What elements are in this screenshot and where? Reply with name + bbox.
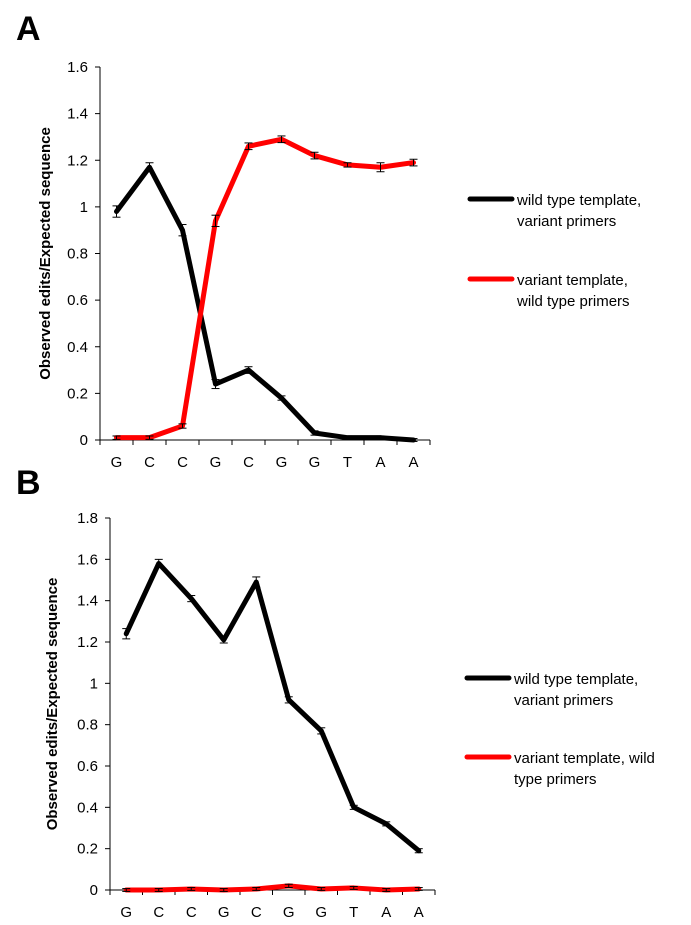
chart-a-series-2-line xyxy=(114,136,416,441)
chart-b-y-tick-label: 1.8 xyxy=(77,510,98,527)
chart-b-legend-label-2: variant template, wild xyxy=(514,750,655,767)
chart-a-legend-label-2: wild type primers xyxy=(516,293,630,310)
chart-b-x-tick-label: G xyxy=(283,904,295,921)
chart-a-y-tick-label: 0.2 xyxy=(67,385,88,402)
chart-a-x-tick-label: G xyxy=(111,454,123,471)
chart-a-x-tick-label: C xyxy=(144,454,155,471)
chart-a-x-tick-label: A xyxy=(408,454,418,471)
panel-b-label: B xyxy=(16,464,41,502)
chart-b-y-tick-label: 0.8 xyxy=(77,717,98,734)
chart-b: 0 0.2 0.4 0.6 0.8 1 1.2 1.4 1.6 1.8 G C C G C G G T A A Obse… xyxy=(44,510,655,921)
chart-b-x-tick-label: G xyxy=(120,904,132,921)
chart-b-x-tick-label: A xyxy=(414,904,424,921)
chart-b-x-tick-label: G xyxy=(218,904,230,921)
chart-b-y-tick-label: 1.4 xyxy=(77,593,98,610)
chart-a-x-tick-label: C xyxy=(243,454,254,471)
chart-a-series-1-line xyxy=(114,164,416,443)
chart-b-y-tick-label: 0.2 xyxy=(77,841,98,858)
chart-b-y-tick-label: 1.2 xyxy=(77,634,98,651)
chart-a-y-axis-title: Observed edits/Expected sequence xyxy=(37,127,54,380)
chart-b-legend-label-1: wild type template, xyxy=(513,671,638,688)
chart-a-x-tick-label: G xyxy=(210,454,222,471)
chart-a: 0 0.2 0.4 0.6 0.8 1 1.2 1.4 1.6 G C C G C G G T A A Observe… xyxy=(37,59,641,471)
chart-b-y-axis-title: Observed edits/Expected sequence xyxy=(44,578,61,831)
chart-a-x-tick-label: T xyxy=(343,454,352,471)
chart-b-legend-label-2: type primers xyxy=(514,771,597,788)
chart-b-x-tick-label: C xyxy=(186,904,197,921)
chart-a-y-tick-label: 1.6 xyxy=(67,59,88,76)
chart-b-series-1-line xyxy=(123,560,422,854)
chart-a-x-tick-label: C xyxy=(177,454,188,471)
chart-a-legend-label-1: wild type template, xyxy=(516,192,641,209)
chart-b-x-tick-label: T xyxy=(349,904,358,921)
panel-a-label: A xyxy=(16,10,41,48)
chart-a-x-tick-label: G xyxy=(276,454,288,471)
chart-b-y-tick-label: 0.4 xyxy=(77,799,98,816)
chart-a-x-tick-label: G xyxy=(309,454,321,471)
chart-b-series-2-line xyxy=(123,883,422,893)
chart-b-y-tick-label: 1.6 xyxy=(77,551,98,568)
chart-a-y-tick-label: 0.6 xyxy=(67,292,88,309)
chart-b-x-tick-label: A xyxy=(381,904,391,921)
chart-a-legend-label-1: variant primers xyxy=(517,213,616,230)
chart-b-x-tick-label: C xyxy=(153,904,164,921)
chart-b-y-tick-label: 0.6 xyxy=(77,758,98,775)
chart-b-x-tick-label: C xyxy=(251,904,262,921)
chart-b-y-tick-label: 1 xyxy=(90,675,98,692)
chart-a-y-tick-label: 0.4 xyxy=(67,339,88,356)
chart-b-y-tick-label: 0 xyxy=(90,882,98,899)
chart-b-legend-label-1: variant primers xyxy=(514,692,613,709)
chart-a-y-tick-label: 1.4 xyxy=(67,106,88,123)
chart-a-y-tick-label: 1.2 xyxy=(67,152,88,169)
chart-a-y-tick-label: 1 xyxy=(80,199,88,216)
chart-a-y-tick-label: 0 xyxy=(80,432,88,449)
chart-a-x-tick-label: A xyxy=(375,454,385,471)
chart-a-y-tick-label: 0.8 xyxy=(67,246,88,263)
chart-b-x-tick-label: G xyxy=(315,904,327,921)
chart-a-legend-label-2: variant template, xyxy=(517,272,628,289)
